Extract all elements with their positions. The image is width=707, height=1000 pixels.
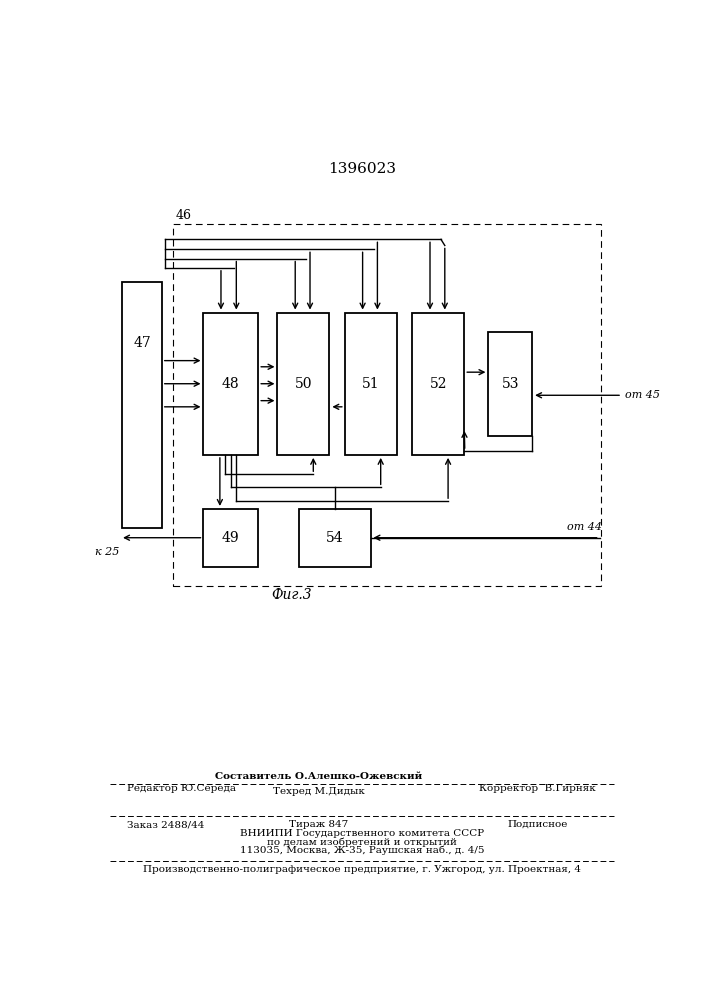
Bar	[489, 332, 532, 436]
Bar	[345, 312, 397, 455]
Text: 49: 49	[222, 531, 240, 545]
Text: Подписное: Подписное	[508, 820, 568, 829]
Bar	[204, 312, 258, 455]
Text: Составитель О.Алешко-Ожевский: Составитель О.Алешко-Ожевский	[215, 772, 422, 781]
Text: 54: 54	[326, 531, 344, 545]
Text: к 25: к 25	[95, 547, 119, 557]
Text: 46: 46	[176, 209, 192, 222]
Text: 50: 50	[295, 377, 312, 391]
Text: 51: 51	[362, 377, 380, 391]
Text: от 44: от 44	[567, 522, 602, 532]
Text: 48: 48	[222, 377, 240, 391]
Text: 53: 53	[501, 377, 519, 391]
Bar	[277, 312, 329, 455]
Text: Заказ 2488/44: Заказ 2488/44	[127, 820, 204, 829]
Text: Тираж 847: Тираж 847	[289, 820, 348, 829]
Text: 113035, Москва, Ж-35, Раушская наб., д. 4/5: 113035, Москва, Ж-35, Раушская наб., д. …	[240, 846, 484, 855]
Text: Техред М.Дидык: Техред М.Дидык	[273, 787, 364, 796]
Text: 52: 52	[429, 377, 447, 391]
Text: Фиг.3: Фиг.3	[271, 588, 311, 602]
Bar	[122, 282, 162, 528]
Text: Корректор  В.Гирняк: Корректор В.Гирняк	[479, 784, 596, 793]
Bar	[173, 224, 601, 586]
Text: Производственно-полиграфическое предприятие, г. Ужгород, ул. Проектная, 4: Производственно-полиграфическое предприя…	[144, 865, 581, 874]
Bar	[204, 509, 258, 567]
Bar	[299, 509, 370, 567]
Text: 1396023: 1396023	[328, 162, 397, 176]
Bar	[412, 312, 464, 455]
Text: 47: 47	[133, 336, 151, 350]
Text: по делам изобретений и открытий: по делам изобретений и открытий	[267, 838, 457, 847]
Text: ВНИИПИ Государственного комитета СССР: ВНИИПИ Государственного комитета СССР	[240, 829, 484, 838]
Text: от 45: от 45	[625, 390, 660, 400]
Text: Редактор Ю.Середа: Редактор Ю.Середа	[127, 784, 235, 793]
